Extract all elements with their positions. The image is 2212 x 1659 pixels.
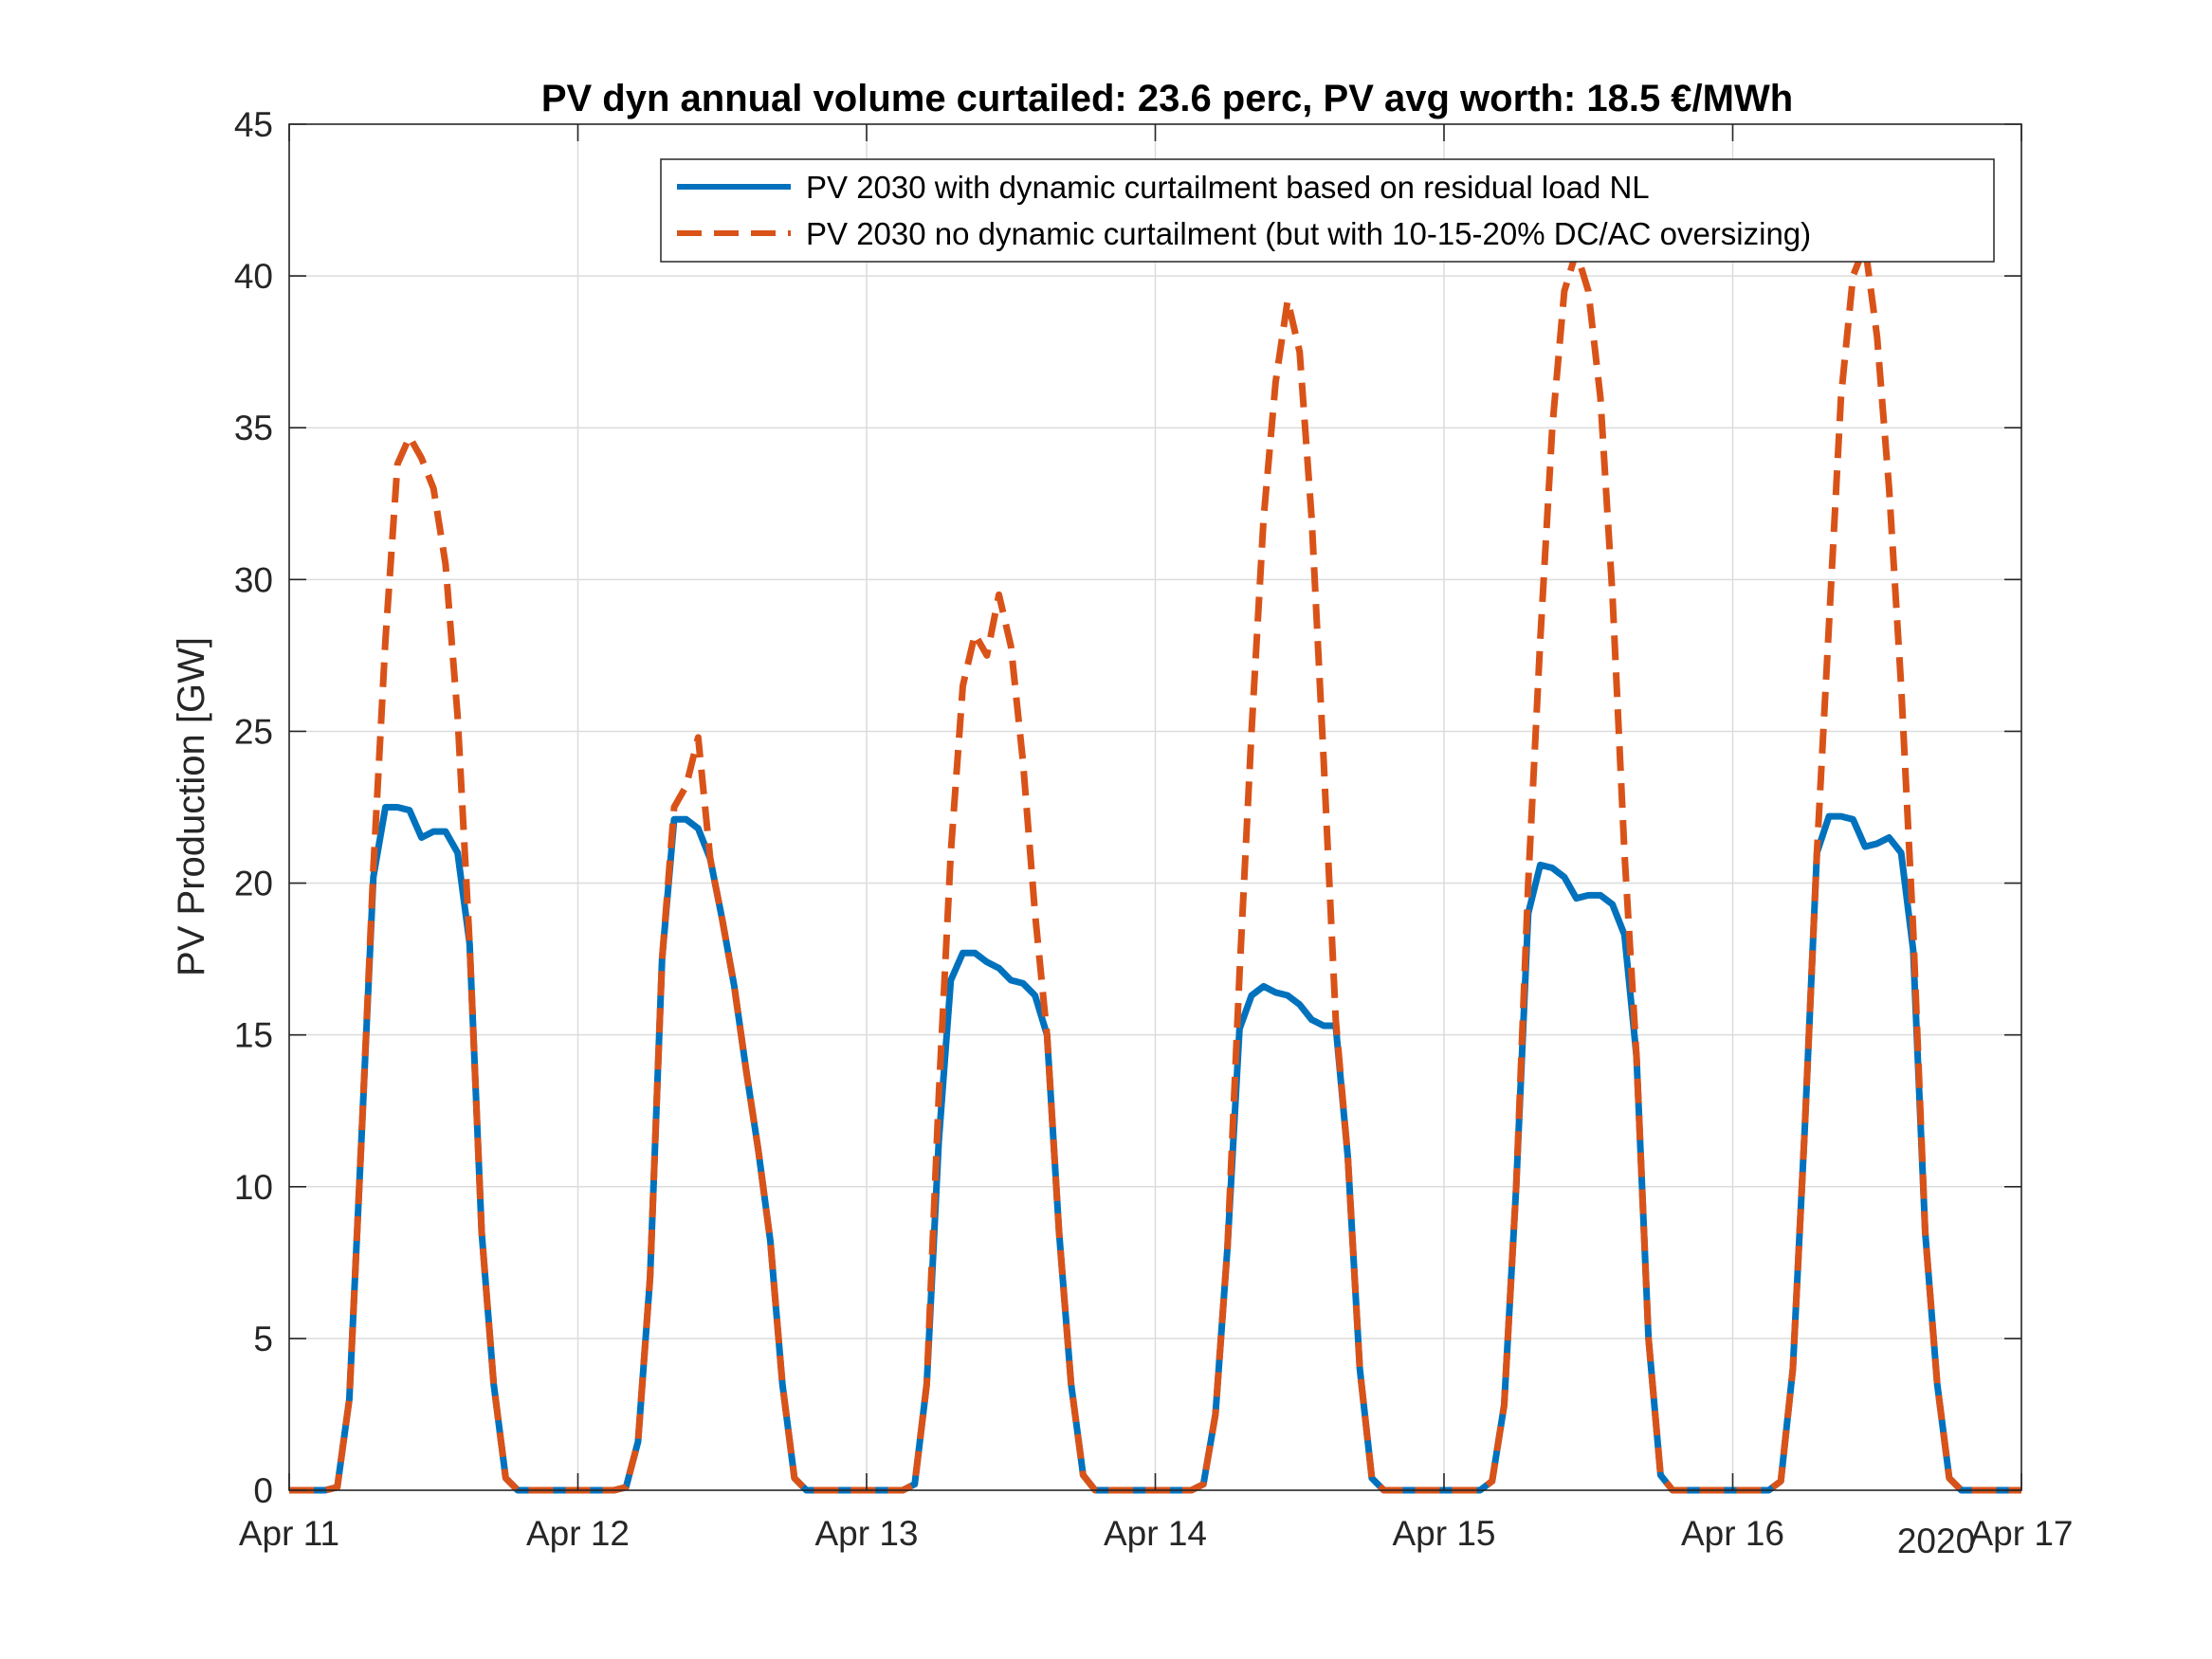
- legend-box: [660, 158, 1995, 263]
- grid-lines: [289, 124, 2021, 1490]
- x-tick-label: Apr 15: [1392, 1514, 1495, 1553]
- legend: PV 2030 with dynamic curtailment based o…: [660, 158, 1995, 263]
- x-tick-label: Apr 13: [814, 1514, 918, 1553]
- legend-label-no-curtailment: PV 2030 no dynamic curtailment (but with…: [806, 216, 1811, 251]
- y-tick-label: 40: [234, 257, 273, 296]
- y-tick-label: 10: [234, 1168, 273, 1207]
- y-tick-label: 30: [234, 560, 273, 599]
- x-tick-label: Apr 16: [1681, 1514, 1784, 1553]
- y-tick-label: 5: [253, 1320, 273, 1358]
- y-tick-label: 0: [253, 1471, 273, 1510]
- x-tick-label: Apr 14: [1104, 1514, 1207, 1553]
- x-axis-year-label: 2020: [1897, 1522, 1975, 1560]
- x-tick-label: Apr 17: [1969, 1514, 2073, 1553]
- legend-label-curtailed: PV 2030 with dynamic curtailment based o…: [806, 170, 1650, 205]
- x-tick-label: Apr 12: [526, 1514, 630, 1553]
- y-axis-label: PV Production [GW]: [171, 637, 212, 976]
- y-tick-label: 20: [234, 865, 273, 903]
- x-tick-label: Apr 11: [239, 1514, 339, 1553]
- y-tick-labels: 0 5 10 15 20 25 30 35 40 45: [234, 105, 273, 1510]
- y-tick-label: 45: [234, 105, 273, 144]
- y-tick-label: 35: [234, 409, 273, 447]
- axis-ticks: [288, 123, 2022, 1491]
- y-tick-label: 15: [234, 1016, 273, 1055]
- chart-title: PV dyn annual volume curtailed: 23.6 per…: [541, 78, 1793, 119]
- y-tick-label: 25: [234, 712, 273, 751]
- x-tick-labels: Apr 11 Apr 12 Apr 13 Apr 14 Apr 15 Apr 16 Apr …: [239, 1514, 2074, 1553]
